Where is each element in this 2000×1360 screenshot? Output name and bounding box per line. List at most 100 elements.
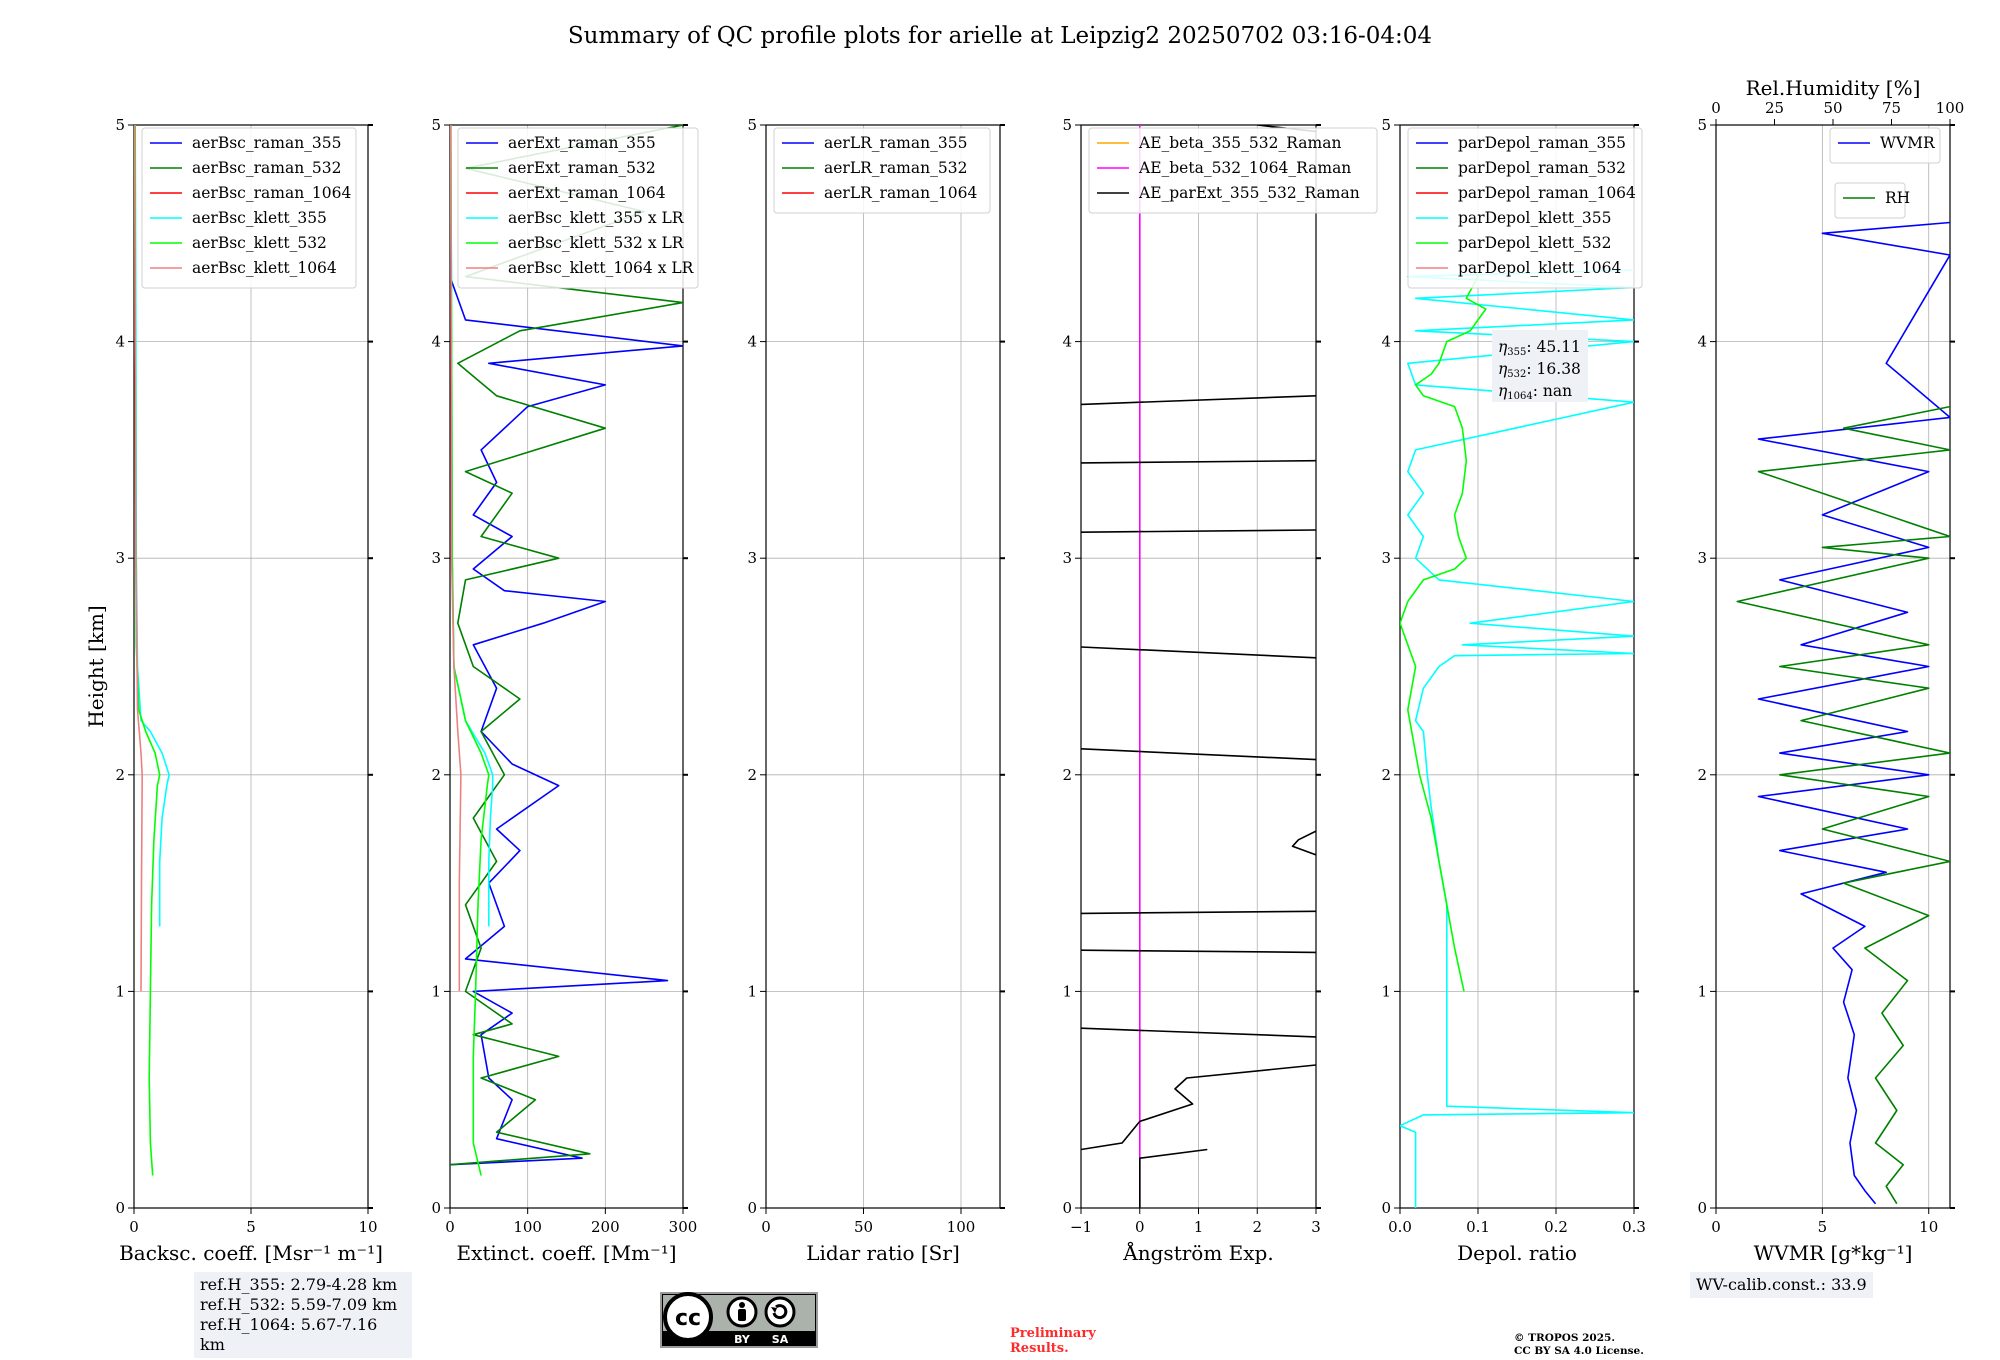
legend-label: AE_beta_532_1064_Raman <box>1138 159 1351 177</box>
x-tick-label: 0 <box>129 1218 139 1236</box>
x-tick-label: 0 <box>761 1218 771 1236</box>
cc-icon: cc <box>663 1292 713 1342</box>
legend-label: aerLR_raman_355 <box>824 134 967 152</box>
legend-label: parDepol_klett_532 <box>1458 234 1611 252</box>
wv-calib-box: WV-calib.const.: 33.9 <box>1690 1272 1873 1298</box>
axes-frame <box>1715 124 1951 1209</box>
series-ae-parext-355-532-raman <box>1139 1148 1208 1208</box>
preliminary-note: Preliminary Results. <box>1010 1326 1096 1356</box>
x-axis-label: Ångström Exp. <box>1122 1240 1273 1265</box>
x-tick-label: 10 <box>1919 1218 1938 1236</box>
top-x-tick-label: 75 <box>1882 99 1901 117</box>
series-pardepol-klett-355 <box>1400 269 1634 1208</box>
x-tick-label: 0 <box>1135 1218 1145 1236</box>
series-group-bsc <box>134 125 170 1176</box>
series-ae-parext-355-532-raman <box>1291 830 1316 856</box>
top-x-tick-label: 25 <box>1765 99 1784 117</box>
legend-lr: aerLR_raman_355 aerLR_raman_532 aerLR_rama… <box>773 127 991 214</box>
x-tick-label: 3 <box>1311 1218 1321 1236</box>
panel-bsc: 0 5 10 0 1 2 3 4 5 Backsc. coeff. [Msr⁻¹ m⁻¹] Heig… <box>84 116 383 1265</box>
legend-label: parDepol_klett_1064 <box>1458 259 1621 277</box>
series-ae-parext-355-532-raman <box>1081 1027 1316 1038</box>
copyright-line-1: © TROPOS 2025. <box>1514 1332 1616 1344</box>
figure-title: Summary of QC profile plots for arielle … <box>568 23 1432 49</box>
top-x-tick-label: 0 <box>1711 99 1721 117</box>
y-tick-label: 1 <box>115 982 125 1000</box>
axes-frame <box>449 124 684 1209</box>
eta-value: η355: 45.11 <box>1498 338 1581 358</box>
series-ae-parext-355-532-raman <box>1081 949 1316 954</box>
legend-label: aerBsc_klett_355 x LR <box>508 209 685 227</box>
series-aerbsc-klett-1064-x-lr <box>450 125 462 992</box>
legend-label: aerExt_raman_1064 <box>508 184 666 202</box>
x-tick-label: 0.3 <box>1622 1218 1646 1236</box>
x-tick-label: 300 <box>669 1218 698 1236</box>
y-tick-label: 5 <box>115 116 125 134</box>
reference-height-box: ref.H_355: 2.79-4.28 km ref.H_532: 5.59-… <box>194 1272 412 1358</box>
legend-frame <box>141 127 357 289</box>
y-tick-label: 3 <box>1062 549 1072 567</box>
legend-ext: aerExt_raman_355 aerExt_raman_532 aerExt_r… <box>457 127 699 289</box>
series-wvmr <box>1757 221 1950 1205</box>
x-tick-label: 100 <box>947 1218 976 1236</box>
y-tick-label: 0 <box>747 1199 757 1217</box>
legend-label: parDepol_klett_355 <box>1458 209 1611 227</box>
legend-label: aerExt_raman_532 <box>508 159 656 177</box>
legend-label: aerBsc_klett_1064 <box>192 259 337 277</box>
series-aerbsc-klett-1064 <box>134 125 143 992</box>
legend-label: parDepol_raman_355 <box>1458 134 1626 152</box>
refh-532: ref.H_532: 5.59-7.09 km <box>200 1295 398 1314</box>
legend-wv: WVMR RH <box>1829 127 1941 219</box>
y-tick-label: 2 <box>431 766 441 784</box>
y-tick-label: 5 <box>431 116 441 134</box>
eta-box-bg <box>1492 330 1588 402</box>
series-aerext-raman-355 <box>450 125 683 1166</box>
series-pardepol-klett-532 <box>1400 265 1487 992</box>
legend-label: aerExt_raman_355 <box>508 134 656 152</box>
refh-1064: ref.H_1064: 5.67-7.16 km <box>200 1315 378 1354</box>
legend-ae: AE_beta_355_532_Raman AE_beta_532_1064_Ra… <box>1088 127 1378 214</box>
top-x-tick-label: 100 <box>1936 99 1965 117</box>
x-axis-label: WVMR [g*kg⁻¹] <box>1754 1241 1913 1265</box>
svg-text:cc: cc <box>675 1306 701 1331</box>
wv-calib-text: WV-calib.const.: 33.9 <box>1696 1275 1867 1294</box>
eta-value: η1064: nan <box>1498 382 1572 402</box>
legend-label: aerBsc_raman_355 <box>192 134 342 152</box>
copyright-note: © TROPOS 2025. CC BY SA 4.0 License. <box>1514 1332 1644 1358</box>
legend-label: AE_beta_355_532_Raman <box>1138 134 1341 152</box>
legend-label: parDepol_raman_532 <box>1458 159 1626 177</box>
x-axis-label: Lidar ratio [Sr] <box>806 1241 960 1265</box>
y-tick-label: 5 <box>1697 116 1707 134</box>
legend-frame <box>457 127 699 289</box>
legend-frame <box>1829 127 1941 164</box>
x-tick-label: 50 <box>854 1218 873 1236</box>
y-tick-label: 2 <box>1381 766 1391 784</box>
refh-355: ref.H_355: 2.79-4.28 km <box>200 1275 398 1294</box>
y-tick-label: 2 <box>115 766 125 784</box>
y-tick-label: 5 <box>747 116 757 134</box>
y-tick-label: 3 <box>1381 549 1391 567</box>
x-tick-label: 1 <box>1194 1218 1204 1236</box>
cc-license-badge: cc BY SA <box>660 1292 818 1348</box>
y-tick-label: 4 <box>115 333 125 351</box>
x-axis-label: Extinct. coeff. [Mm⁻¹] <box>456 1241 676 1265</box>
legend-label: aerBsc_raman_532 <box>192 159 342 177</box>
y-tick-label: 5 <box>1062 116 1072 134</box>
y-tick-label: 4 <box>1697 333 1707 351</box>
legend-label: aerBsc_raman_1064 <box>192 184 352 202</box>
legend-label: aerBsc_klett_532 <box>192 234 327 252</box>
series-group-dep <box>1400 265 1634 1208</box>
series-ae-parext-355-532-raman <box>1081 646 1316 659</box>
y-tick-label: 2 <box>1697 766 1707 784</box>
y-tick-label: 1 <box>747 982 757 1000</box>
preliminary-line-1: Preliminary <box>1010 1326 1096 1341</box>
x-tick-label: 0 <box>445 1218 455 1236</box>
y-tick-label: 5 <box>1381 116 1391 134</box>
y-axis-label: Height [km] <box>84 605 108 727</box>
legend-label: aerBsc_klett_355 <box>192 209 327 227</box>
series-group-wv <box>1736 221 1950 1205</box>
top-x-axis-label: Rel.Humidity [%] <box>1746 76 1921 100</box>
legend-label: RH <box>1885 189 1910 207</box>
